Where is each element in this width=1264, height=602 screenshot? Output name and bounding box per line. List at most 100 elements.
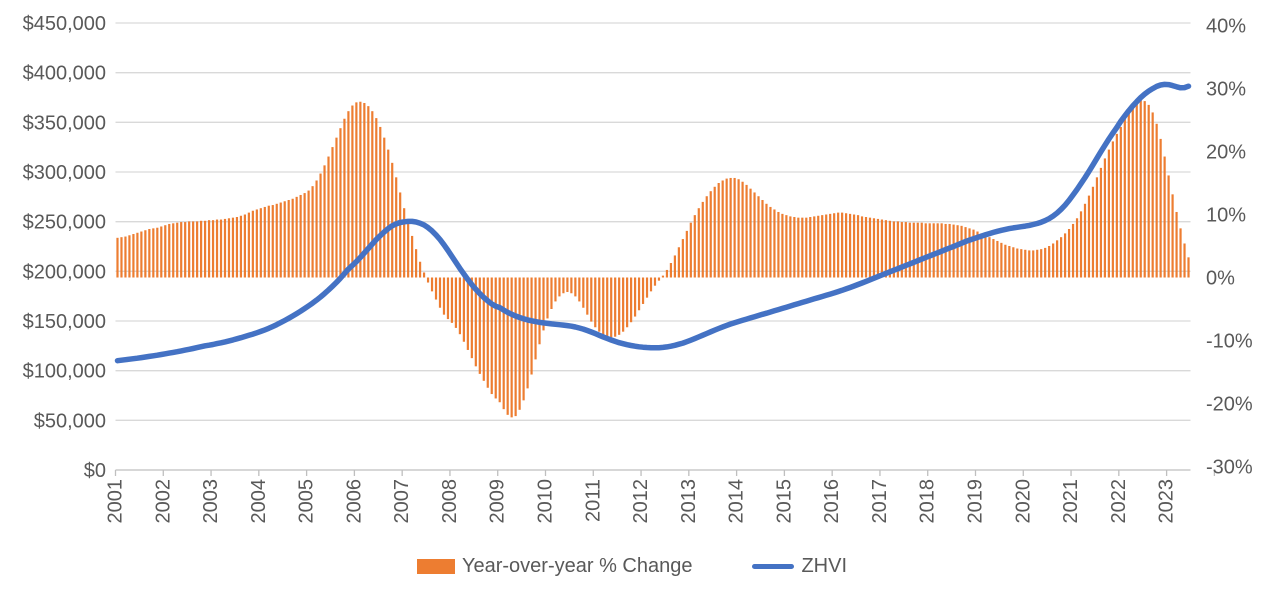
yoy-bar <box>192 221 195 278</box>
yoy-bar <box>1111 141 1114 278</box>
yoy-bar <box>422 272 426 278</box>
yoy-bar <box>677 247 680 278</box>
yoy-bar <box>908 222 911 278</box>
yoy-bar <box>1004 244 1007 278</box>
yoy-bar <box>367 106 370 278</box>
yoy-bar <box>359 101 362 278</box>
yoy-bar <box>442 277 446 315</box>
yoy-bar <box>566 277 569 292</box>
yoy-bar <box>817 215 820 278</box>
x-axis-label: 2013 <box>678 479 700 524</box>
yoy-bar <box>673 255 676 278</box>
yoy-bar <box>446 277 450 320</box>
yoy-bar <box>709 191 712 278</box>
yoy-bar <box>860 216 864 278</box>
yoy-bar <box>606 277 609 337</box>
yoy-bar <box>387 149 390 278</box>
chart-plot-area: $0 $50,000 $100,000 $150,000 $200,000 $250,00… <box>23 13 1253 524</box>
yoy-bar <box>809 217 812 278</box>
yoy-bar <box>299 194 302 278</box>
yoy-bar <box>136 232 139 278</box>
yoy-bar <box>482 277 485 381</box>
yoy-bar <box>534 277 537 360</box>
yoy-bar <box>148 228 151 278</box>
yoy-bar <box>785 215 788 278</box>
right-axis-label: -10% <box>1206 331 1253 353</box>
yoy-bar <box>239 215 243 278</box>
yoy-bar <box>486 277 489 388</box>
yoy-bar <box>737 179 740 278</box>
yoy-bar <box>311 186 314 278</box>
yoy-bar <box>355 102 358 278</box>
yoy-bar <box>275 203 278 278</box>
yoy-bar <box>1040 249 1043 278</box>
yoy-bar <box>697 208 700 278</box>
x-axis-label: 2020 <box>1012 479 1034 524</box>
yoy-bar <box>235 217 239 278</box>
yoy-bar <box>626 277 629 328</box>
yoy-bar <box>156 227 159 278</box>
yoy-bar <box>263 206 266 278</box>
yoy-bar <box>1056 240 1059 278</box>
left-axis-label: $400,000 <box>23 63 106 85</box>
yoy-bar <box>279 202 282 278</box>
yoy-bar <box>1020 249 1023 278</box>
x-axis-label: 2012 <box>630 479 652 524</box>
yoy-bar <box>1147 104 1150 278</box>
x-axis-label: 2009 <box>487 479 509 524</box>
yoy-bar <box>343 118 346 278</box>
yoy-bar <box>956 225 959 278</box>
yoy-bar <box>1008 246 1011 278</box>
yoy-bar <box>582 277 585 308</box>
yoy-bar <box>645 277 649 298</box>
x-axis-label: 2001 <box>104 479 126 524</box>
yoy-bar <box>753 192 756 278</box>
yoy-bar <box>383 137 386 278</box>
yoy-bar <box>900 222 903 278</box>
yoy-bar <box>140 231 143 278</box>
yoy-bar <box>916 222 919 278</box>
yoy-bar <box>430 277 434 292</box>
yoy-bar <box>307 190 310 278</box>
yoy-bar <box>327 156 330 278</box>
yoy-bar <box>219 219 223 278</box>
yoy-bar <box>793 217 796 278</box>
yoy-bar <box>745 184 748 278</box>
yoy-bar <box>602 277 605 335</box>
yoy-bar <box>415 249 418 278</box>
right-axis-label: -30% <box>1206 457 1253 479</box>
yoy-bar <box>896 221 899 278</box>
yoy-bar <box>450 277 454 323</box>
yoy-bar <box>1119 126 1122 278</box>
yoy-bar <box>291 198 294 278</box>
yoy-bar <box>271 205 274 278</box>
left-axis-label: $0 <box>84 460 106 482</box>
yoy-bar <box>701 201 704 278</box>
yoy-bar <box>184 222 187 278</box>
yoy-bar <box>1187 257 1190 278</box>
yoy-bar <box>641 277 645 304</box>
yoy-bar <box>498 277 501 403</box>
yoy-bar <box>1179 228 1182 278</box>
yoy-bar <box>351 105 354 278</box>
yoy-bar <box>1183 243 1186 278</box>
right-axis-label: 0% <box>1206 268 1235 290</box>
yoy-bar <box>749 188 752 278</box>
yoy-bar <box>1024 249 1027 278</box>
yoy-bar <box>618 277 621 335</box>
yoy-bar <box>132 234 135 278</box>
yoy-bar <box>116 237 119 278</box>
yoy-bar <box>586 277 589 315</box>
right-axis-label: -20% <box>1206 394 1253 416</box>
yoy-bar <box>379 126 382 278</box>
yoy-bar <box>1139 100 1142 278</box>
yoy-bar <box>777 211 780 278</box>
yoy-bar <box>590 277 593 322</box>
yoy-bar <box>255 209 258 278</box>
yoy-bar <box>295 196 298 278</box>
yoy-bar <box>633 277 637 317</box>
yoy-bar <box>876 218 880 278</box>
yoy-bar <box>490 277 493 395</box>
yoy-bar <box>530 277 533 375</box>
